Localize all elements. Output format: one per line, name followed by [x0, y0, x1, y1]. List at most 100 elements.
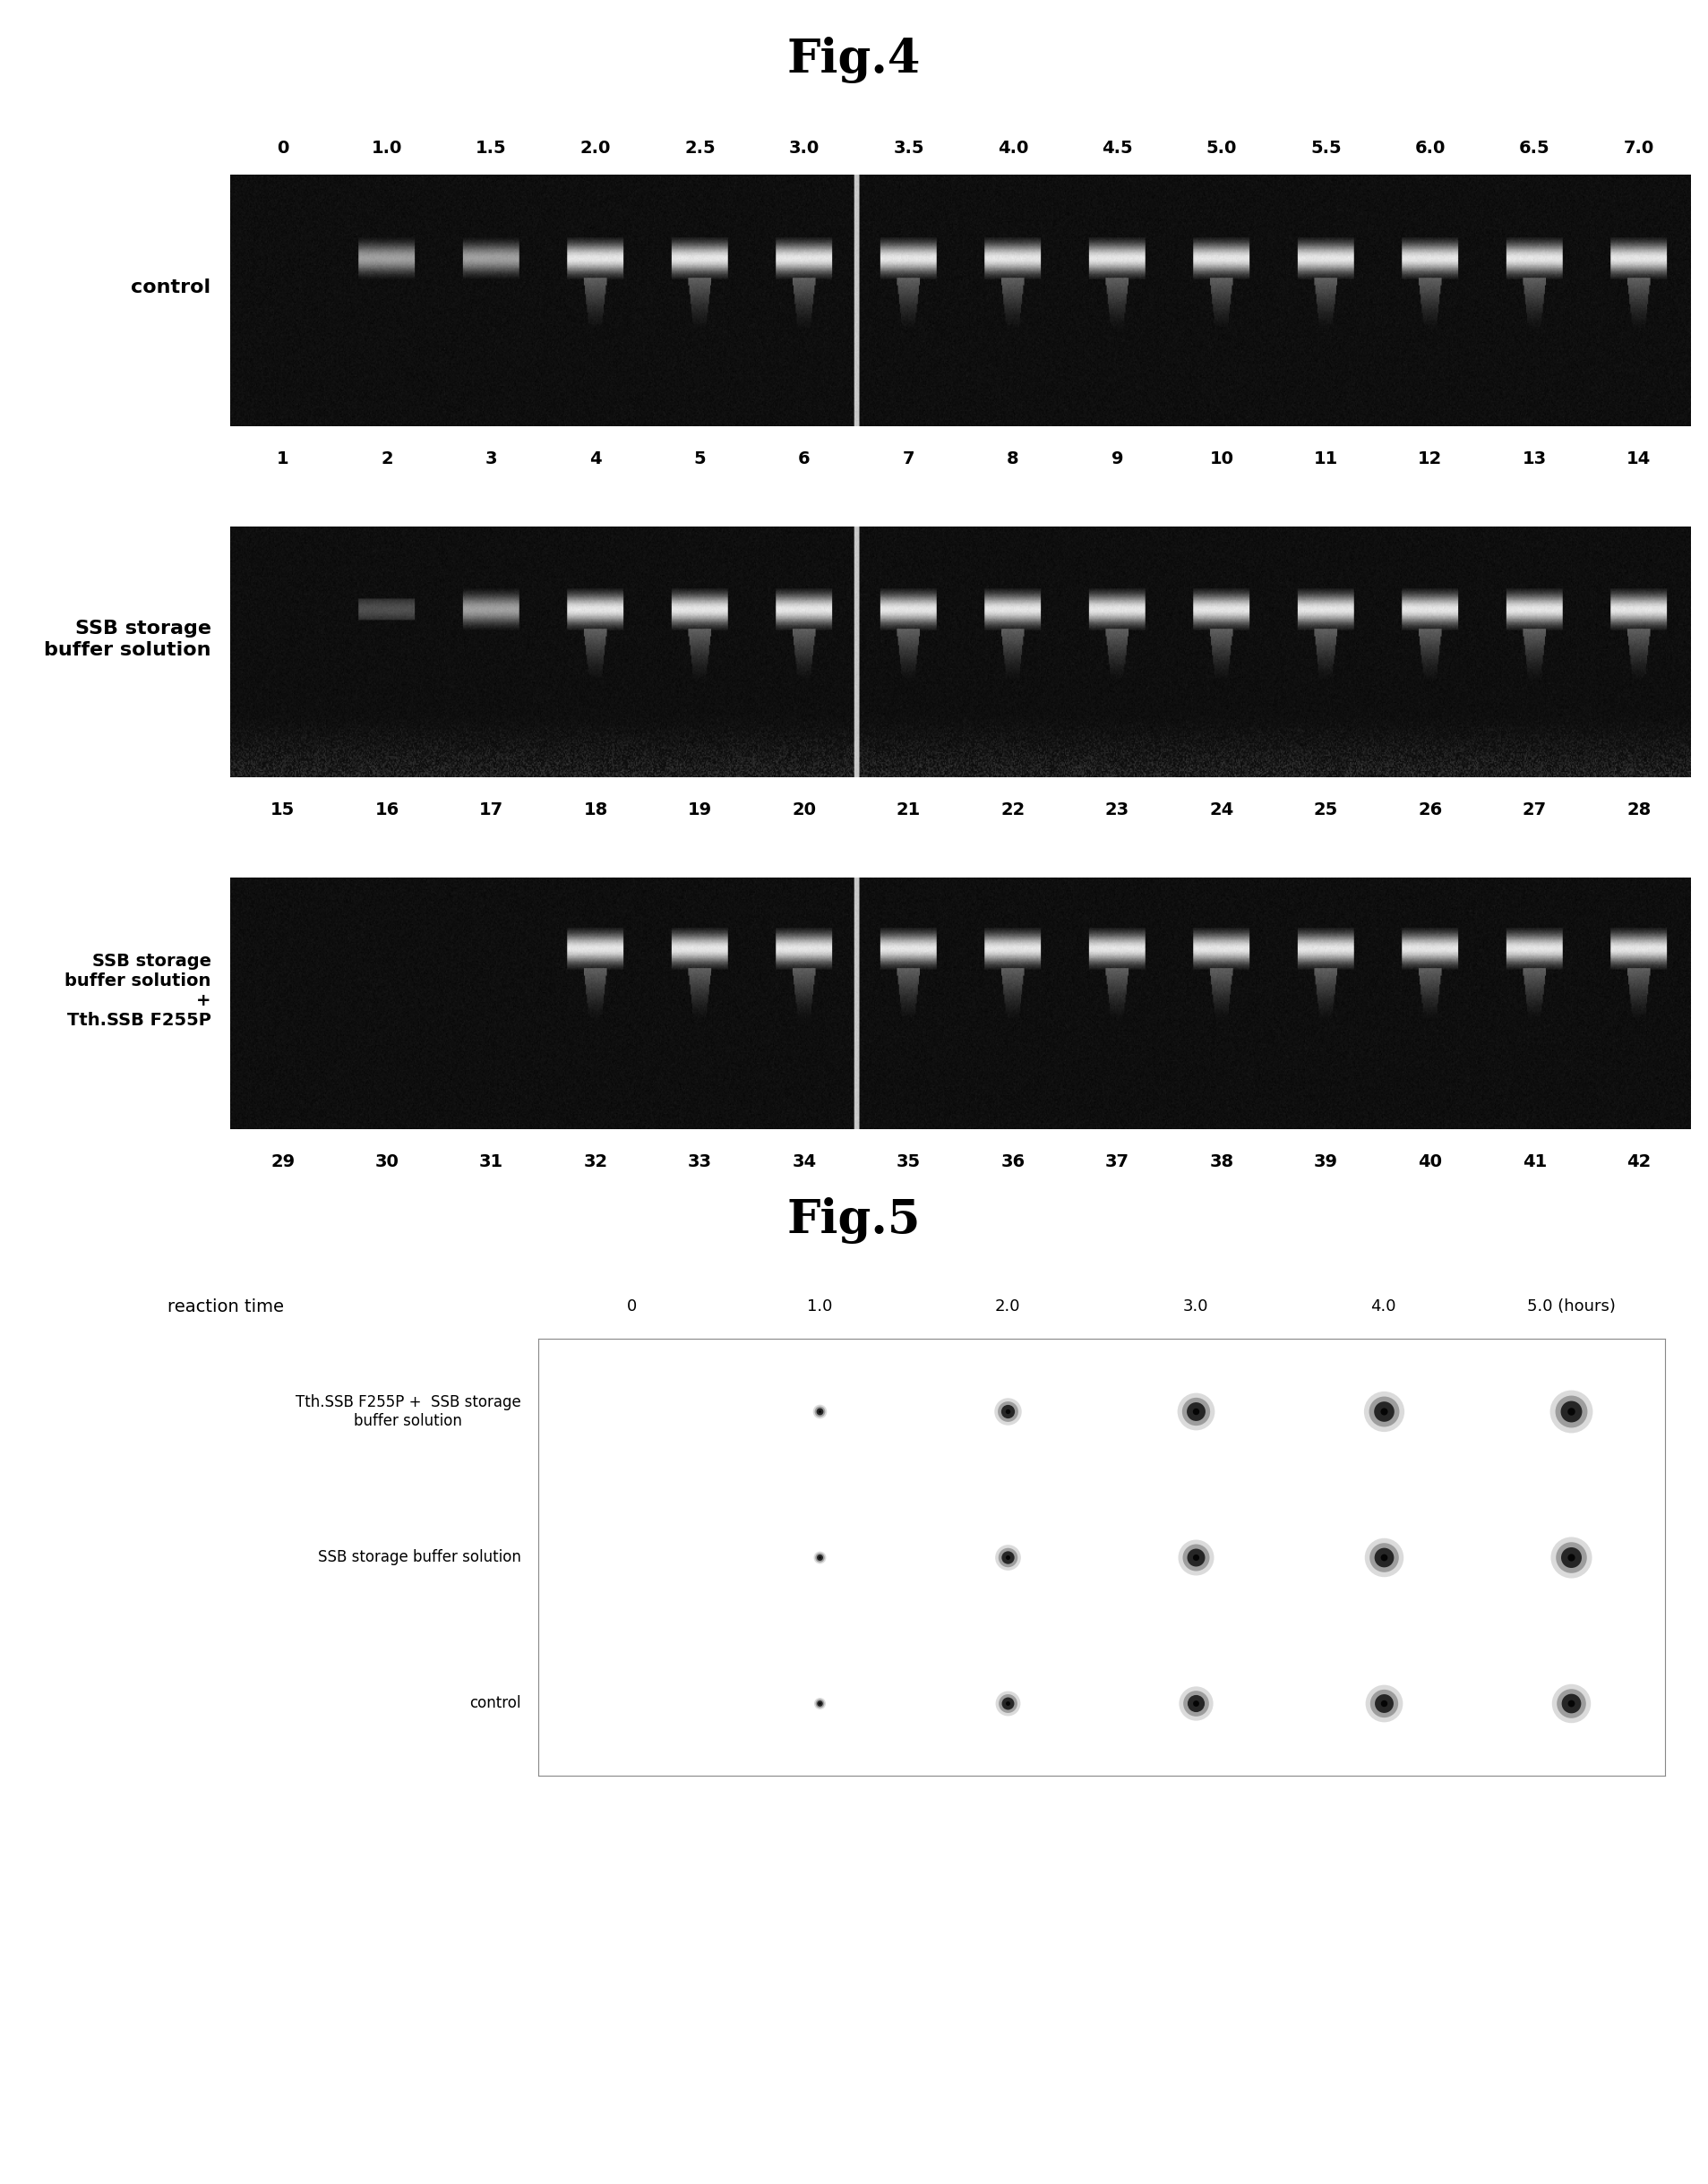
- Text: 2.0: 2.0: [996, 1299, 1020, 1315]
- Text: 9: 9: [1112, 450, 1124, 467]
- Point: [1182, 1540, 1209, 1575]
- Text: 1.0: 1.0: [372, 140, 403, 157]
- Text: 24: 24: [1209, 802, 1233, 819]
- Text: Fig.4: Fig.4: [787, 37, 921, 83]
- Point: [1370, 1393, 1397, 1428]
- Text: 4.5: 4.5: [1102, 140, 1132, 157]
- Point: [1182, 1686, 1209, 1721]
- Point: [1558, 1393, 1585, 1428]
- Text: 1: 1: [277, 450, 289, 467]
- Point: [1558, 1686, 1585, 1721]
- Text: 31: 31: [480, 1153, 504, 1171]
- Point: [1370, 1540, 1397, 1575]
- Point: [806, 1540, 834, 1575]
- Text: 6: 6: [798, 450, 810, 467]
- Point: [1558, 1686, 1585, 1721]
- Point: [806, 1686, 834, 1721]
- Point: [1558, 1393, 1585, 1428]
- Point: [1558, 1540, 1585, 1575]
- Point: [994, 1393, 1021, 1428]
- Point: [1370, 1393, 1397, 1428]
- Text: 35: 35: [897, 1153, 921, 1171]
- Point: [1182, 1393, 1209, 1428]
- Point: [1182, 1393, 1209, 1428]
- Point: [1182, 1686, 1209, 1721]
- Text: 27: 27: [1522, 802, 1547, 819]
- Point: [1182, 1686, 1209, 1721]
- Point: [1558, 1393, 1585, 1428]
- Point: [1558, 1540, 1585, 1575]
- Text: 1.5: 1.5: [477, 140, 507, 157]
- Text: SSB storage
buffer solution
+
Tth.SSB F255P: SSB storage buffer solution + Tth.SSB F2…: [65, 952, 212, 1029]
- Text: 5.0: 5.0: [1206, 140, 1237, 157]
- Text: 34: 34: [793, 1153, 816, 1171]
- Text: reaction time: reaction time: [167, 1299, 284, 1315]
- Text: 22: 22: [1001, 802, 1025, 819]
- Point: [1182, 1686, 1209, 1721]
- Text: 37: 37: [1105, 1153, 1129, 1171]
- Point: [1558, 1540, 1585, 1575]
- Text: 7: 7: [902, 450, 915, 467]
- Point: [1182, 1393, 1209, 1428]
- Point: [1370, 1540, 1397, 1575]
- Point: [806, 1540, 834, 1575]
- Text: 39: 39: [1313, 1153, 1337, 1171]
- Point: [1558, 1540, 1585, 1575]
- Point: [994, 1540, 1021, 1575]
- Text: 30: 30: [376, 1153, 400, 1171]
- Text: control: control: [470, 1695, 521, 1710]
- Text: 4.0: 4.0: [1372, 1299, 1395, 1315]
- Point: [1558, 1393, 1585, 1428]
- Text: 6.0: 6.0: [1414, 140, 1445, 157]
- Point: [994, 1686, 1021, 1721]
- Point: [1370, 1540, 1397, 1575]
- Text: 8: 8: [1006, 450, 1020, 467]
- Point: [1182, 1393, 1209, 1428]
- Text: 6.5: 6.5: [1518, 140, 1549, 157]
- Text: 32: 32: [584, 1153, 608, 1171]
- Text: control: control: [132, 280, 212, 297]
- Point: [806, 1540, 834, 1575]
- Text: SSB storage
buffer solution: SSB storage buffer solution: [44, 620, 212, 660]
- Text: 7.0: 7.0: [1623, 140, 1653, 157]
- Text: 0: 0: [277, 140, 289, 157]
- Text: 12: 12: [1418, 450, 1442, 467]
- Text: 40: 40: [1418, 1153, 1442, 1171]
- Point: [1370, 1686, 1397, 1721]
- Point: [1182, 1540, 1209, 1575]
- Point: [994, 1393, 1021, 1428]
- Text: 2: 2: [381, 450, 393, 467]
- Text: Tth.SSB F255P +  SSB storage
buffer solution: Tth.SSB F255P + SSB storage buffer solut…: [295, 1393, 521, 1428]
- Point: [1558, 1686, 1585, 1721]
- Text: 3: 3: [485, 450, 497, 467]
- Point: [806, 1393, 834, 1428]
- Text: 26: 26: [1418, 802, 1442, 819]
- Text: 38: 38: [1209, 1153, 1233, 1171]
- Point: [994, 1393, 1021, 1428]
- Text: 29: 29: [270, 1153, 295, 1171]
- Point: [1370, 1540, 1397, 1575]
- Text: 17: 17: [480, 802, 504, 819]
- Point: [806, 1686, 834, 1721]
- Text: 19: 19: [688, 802, 712, 819]
- Text: 23: 23: [1105, 802, 1129, 819]
- Text: Fig.5: Fig.5: [787, 1197, 921, 1245]
- Point: [806, 1686, 834, 1721]
- Text: 33: 33: [688, 1153, 712, 1171]
- Text: 3.0: 3.0: [1184, 1299, 1208, 1315]
- Point: [1370, 1393, 1397, 1428]
- Text: 41: 41: [1522, 1153, 1547, 1171]
- Text: 28: 28: [1626, 802, 1652, 819]
- Text: 1.0: 1.0: [808, 1299, 832, 1315]
- Point: [1370, 1686, 1397, 1721]
- Text: 4.0: 4.0: [997, 140, 1028, 157]
- Text: 20: 20: [793, 802, 816, 819]
- Point: [806, 1393, 834, 1428]
- Point: [806, 1393, 834, 1428]
- Point: [1370, 1686, 1397, 1721]
- Point: [994, 1686, 1021, 1721]
- Text: 5.5: 5.5: [1310, 140, 1341, 157]
- Text: SSB storage buffer solution: SSB storage buffer solution: [318, 1548, 521, 1566]
- Text: 21: 21: [897, 802, 921, 819]
- Text: 42: 42: [1626, 1153, 1652, 1171]
